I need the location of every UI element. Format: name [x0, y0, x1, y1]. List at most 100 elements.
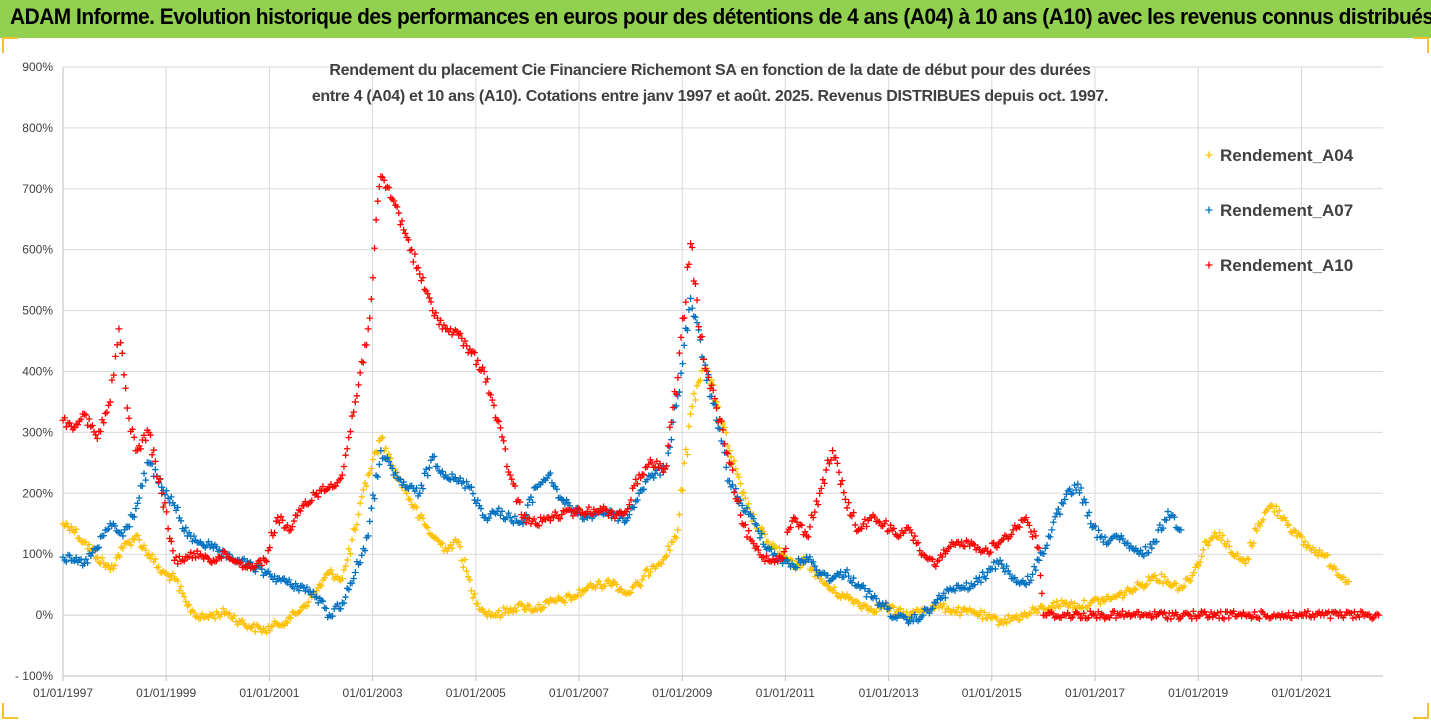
data-point — [674, 374, 682, 382]
interpolated-point — [372, 472, 380, 479]
x-tick-label: 01/01/2013 — [859, 686, 919, 700]
interpolated-point — [434, 314, 441, 322]
interpolated-point — [566, 592, 573, 600]
interpolated-point — [951, 587, 959, 594]
interpolated-point — [890, 604, 898, 611]
interpolated-point — [89, 549, 96, 556]
interpolated-point — [380, 177, 388, 184]
interpolated-point — [1118, 589, 1125, 596]
interpolated-point — [135, 494, 143, 502]
interpolated-point — [1075, 611, 1083, 618]
data-point — [1332, 565, 1340, 573]
interpolated-point — [882, 517, 890, 525]
interpolated-point — [540, 604, 548, 611]
interpolated-point — [1256, 615, 1263, 622]
interpolated-point — [639, 576, 646, 584]
interpolated-point — [295, 587, 303, 594]
interpolated-point — [627, 496, 635, 504]
interpolated-point — [529, 499, 536, 506]
interpolated-point — [710, 387, 717, 394]
interpolated-point — [1032, 566, 1039, 574]
interpolated-point — [1090, 523, 1098, 531]
data-point — [777, 553, 785, 561]
interpolated-point — [1159, 580, 1167, 587]
data-point — [1009, 614, 1017, 622]
interpolated-point — [490, 402, 498, 409]
interpolated-point — [705, 374, 712, 381]
data-point — [996, 556, 1004, 564]
interpolated-point — [498, 611, 506, 619]
interpolated-point — [469, 490, 477, 497]
data-point — [493, 416, 501, 424]
interpolated-point — [269, 532, 277, 539]
interpolated-point — [810, 514, 817, 521]
interpolated-point — [861, 585, 869, 592]
data-point — [829, 575, 837, 583]
interpolated-point — [105, 525, 112, 533]
interpolated-point — [1147, 577, 1154, 584]
interpolated-point — [117, 339, 124, 346]
interpolated-point — [1274, 512, 1281, 519]
interpolated-point — [1167, 615, 1175, 623]
interpolated-point — [272, 518, 280, 525]
interpolated-point — [74, 421, 82, 428]
interpolated-point — [358, 552, 365, 559]
interpolated-point — [498, 433, 506, 441]
interpolated-point — [677, 370, 685, 377]
interpolated-point — [477, 367, 485, 374]
interpolated-point — [887, 522, 894, 529]
interpolated-point — [1146, 610, 1154, 617]
interpolated-point — [761, 531, 769, 538]
interpolated-point — [587, 580, 594, 587]
data-point — [93, 544, 101, 552]
interpolated-point — [134, 532, 141, 539]
interpolated-point — [863, 602, 870, 610]
frame-corner-bottom-right — [1413, 703, 1429, 719]
interpolated-point — [840, 489, 848, 496]
interpolated-point — [1011, 574, 1018, 581]
interpolated-point — [743, 504, 751, 512]
data-point — [1099, 596, 1107, 604]
interpolated-point — [400, 478, 407, 486]
interpolated-point — [1256, 522, 1264, 530]
interpolated-point — [321, 604, 328, 612]
interpolated-point — [1001, 568, 1009, 575]
data-point — [364, 325, 372, 333]
interpolated-point — [801, 558, 809, 565]
interpolated-point — [755, 546, 762, 554]
interpolated-point — [1196, 612, 1204, 620]
data-point — [106, 398, 114, 406]
interpolated-point — [395, 209, 402, 217]
interpolated-point — [735, 497, 743, 504]
interpolated-point — [463, 568, 470, 575]
interpolated-point — [608, 582, 615, 589]
interpolated-point — [110, 371, 117, 379]
interpolated-point — [1077, 484, 1085, 492]
interpolated-point — [1230, 608, 1237, 615]
interpolated-point — [397, 221, 404, 228]
interpolated-point — [1251, 608, 1258, 616]
interpolated-point — [152, 555, 159, 563]
interpolated-point — [1142, 543, 1149, 551]
interpolated-point — [1151, 608, 1158, 615]
interpolated-point — [1249, 613, 1257, 620]
data-point — [700, 355, 708, 363]
interpolated-point — [213, 543, 220, 550]
interpolated-point — [943, 585, 951, 593]
interpolated-point — [181, 527, 188, 535]
interpolated-point — [522, 606, 530, 613]
interpolated-point — [281, 622, 288, 629]
interpolated-point — [152, 466, 159, 473]
interpolated-point — [737, 511, 744, 519]
interpolated-point — [652, 463, 659, 471]
interpolated-point — [97, 428, 104, 435]
interpolated-point — [211, 615, 219, 622]
interpolated-point — [181, 557, 188, 565]
interpolated-point — [787, 524, 794, 531]
interpolated-point — [1049, 610, 1057, 617]
interpolated-point — [837, 481, 844, 488]
interpolated-point — [474, 600, 482, 607]
interpolated-point — [716, 425, 723, 432]
data-point — [764, 544, 772, 552]
interpolated-point — [845, 572, 852, 580]
